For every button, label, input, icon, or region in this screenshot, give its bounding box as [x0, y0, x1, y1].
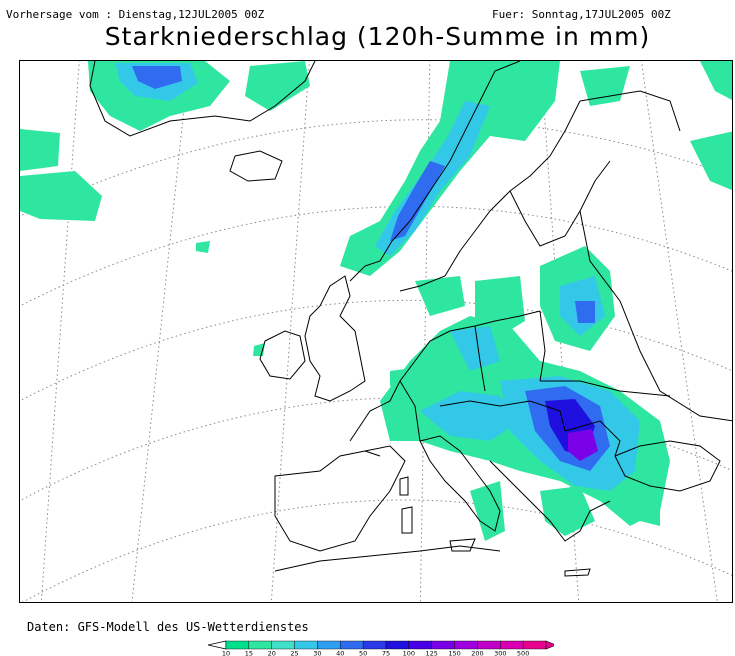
legend-label: 15: [245, 650, 253, 656]
legend-label: 10: [222, 650, 230, 656]
longitude-line: [270, 61, 310, 602]
longitude-line: [131, 61, 190, 602]
legend-arrow-high: [545, 640, 554, 650]
precip-area-north-sea: [415, 276, 465, 316]
legend-label: 40: [336, 650, 344, 656]
coast-crete: [564, 568, 591, 577]
precip-area-atlantic-west: [20, 129, 60, 171]
border-russia: [579, 210, 732, 422]
coast-great-britain: [304, 275, 366, 402]
precip-area-finland: [580, 66, 630, 106]
coastlines: [89, 61, 732, 577]
coast-finland: [509, 160, 611, 247]
coast-sweden: [399, 100, 581, 292]
coast-corsica: [399, 476, 409, 496]
precip-area-france-north: [390, 369, 405, 386]
legend-swatch: [340, 640, 364, 650]
coast-kola: [579, 90, 681, 132]
precip-area-romania-max: [568, 429, 598, 461]
legend-bar: 10 15 20 25 30 40 50 75 100 125 150 200 300 500: [207, 640, 554, 656]
precip-area-greenland-east: [245, 61, 310, 111]
coast-norway: [349, 61, 521, 282]
coast-black-sea: [614, 440, 721, 492]
legend-label: 200: [471, 650, 483, 656]
precip-area-norway-peak: [390, 161, 445, 241]
page-title: Starkniederschlag (120h-Summe in mm): [104, 22, 651, 51]
legend-swatch: [271, 640, 295, 650]
precip-area-atlantic-sw: [20, 171, 102, 221]
legend-label: 150: [448, 650, 460, 656]
coast-ireland: [259, 330, 306, 380]
coast-iceland: [229, 150, 283, 182]
legend-swatch: [362, 640, 387, 650]
legend-swatch: [454, 640, 478, 650]
coast-north-africa: [274, 545, 501, 572]
precipitation-layer: [20, 61, 732, 541]
legend-label: 500: [517, 650, 529, 656]
legend-swatch: [294, 640, 318, 650]
coast-greenland: [89, 61, 316, 137]
legend-swatch: [248, 640, 272, 650]
legend-swatch: [385, 640, 410, 650]
legend-label: 30: [313, 650, 321, 656]
precip-area-russia-peak: [575, 301, 595, 323]
latitude-line: [20, 119, 732, 217]
precip-area-greece: [540, 486, 595, 536]
precip-area-kola: [700, 61, 732, 100]
border-germany-poland: [474, 325, 486, 392]
legend-label: 25: [290, 650, 298, 656]
legend-label: 100: [403, 650, 415, 656]
coast-sicily: [449, 538, 476, 552]
border-hungary: [499, 400, 566, 432]
longitude-line: [540, 61, 580, 602]
legend-label: 300: [494, 650, 506, 656]
latitude-line: [20, 205, 732, 307]
coast-italy: [419, 435, 501, 532]
longitude-line: [640, 61, 718, 602]
legend-swatch: [317, 640, 341, 650]
precip-area-iceland: [196, 241, 210, 253]
precip-area-poland: [450, 326, 500, 371]
longitude-line: [40, 61, 80, 602]
precip-area-arctic-east: [690, 131, 732, 191]
legend-label: 50: [359, 650, 367, 656]
legend-label: 20: [268, 650, 276, 656]
border-romania: [564, 420, 621, 457]
legend-label: 125: [426, 650, 438, 656]
precip-area-greenland-peak: [132, 66, 182, 89]
border-austria: [439, 400, 501, 407]
border-poland-east: [539, 310, 546, 382]
precip-area-ireland: [253, 343, 265, 356]
precipitation-map: [19, 60, 733, 603]
forecast-valid-label: Fuer: Sonntag,17JUL2005 00Z: [492, 8, 671, 21]
border-ukraine: [540, 380, 671, 397]
legend-swatch: [500, 640, 524, 650]
forecast-issued-label: Vorhersage vom : Dienstag,12JUL2005 00Z: [6, 8, 265, 21]
coast-iberia: [274, 445, 406, 552]
coast-europe: [349, 310, 541, 442]
legend-swatch: [522, 640, 547, 650]
border-spain-france: [364, 450, 381, 457]
legend-swatch: [408, 640, 432, 650]
color-legend: 10 15 20 25 30 40 50 75 100 125 150 200 300 500: [204, 639, 554, 656]
coast-sardinia: [401, 506, 413, 534]
precip-area-alps: [420, 391, 520, 441]
data-source-label: Daten: GFS-Modell des US-Wetterdienstes: [27, 620, 309, 634]
legend-arrow-low: [207, 640, 227, 650]
legend-swatch: [225, 640, 250, 650]
coast-balkans: [489, 460, 611, 542]
legend-swatch: [431, 640, 455, 650]
precip-area-black-sea: [635, 471, 660, 526]
legend-label: 75: [382, 650, 390, 656]
map-canvas: [20, 61, 732, 602]
legend-swatch: [477, 640, 501, 650]
border-france-germany: [399, 380, 421, 442]
